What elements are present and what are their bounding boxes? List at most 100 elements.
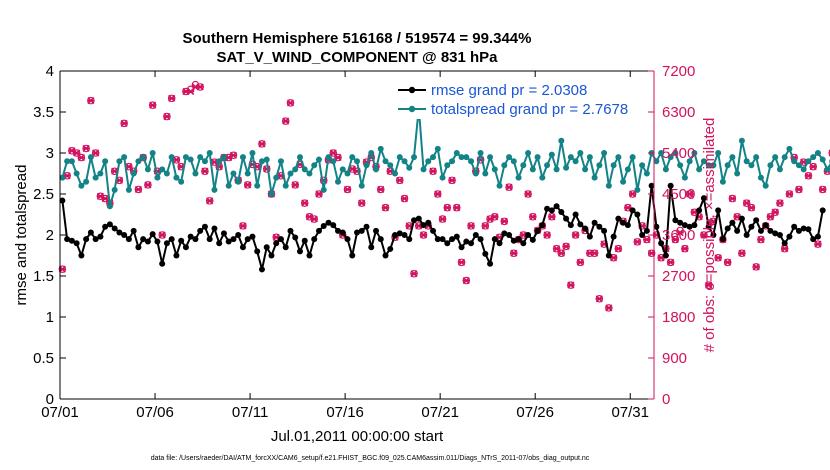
- assimilated-marker: [686, 190, 694, 198]
- assimilated-marker: [776, 199, 784, 207]
- assimilated-marker: [410, 270, 418, 278]
- assimilated-marker: [771, 208, 779, 216]
- assimilated-marker: [500, 217, 508, 225]
- rmse-point: [734, 227, 741, 234]
- assimilated-marker: [201, 167, 209, 175]
- rmse-point: [168, 236, 175, 243]
- totalspread-point: [738, 137, 745, 144]
- totalspread-point: [510, 158, 517, 165]
- assimilated-marker: [491, 213, 499, 221]
- data-marks: [58, 80, 830, 312]
- totalspread-point: [396, 154, 403, 161]
- totalspread-point: [225, 182, 232, 189]
- rmse-point: [586, 233, 593, 240]
- assimilated-marker: [343, 185, 352, 194]
- legend-spread-marker: [408, 105, 416, 113]
- y2-tick-label: 0: [662, 391, 670, 408]
- totalspread-point: [230, 170, 237, 177]
- totalspread-point: [197, 154, 204, 161]
- totalspread-point: [411, 154, 418, 161]
- rmse-point: [819, 207, 826, 214]
- totalspread-point: [719, 178, 726, 185]
- totalspread-point: [605, 182, 612, 189]
- rmse-point: [724, 225, 731, 232]
- data-file-footer: data file: /Users/raeder/DAI/ATM_forcXX/…: [151, 455, 590, 462]
- assimilated-marker: [438, 215, 447, 223]
- totalspread-point: [805, 158, 812, 165]
- assimilated-marker: [291, 181, 299, 189]
- rmse-point: [373, 227, 380, 234]
- totalspread-point: [453, 150, 460, 156]
- totalspread-point: [406, 164, 413, 171]
- rmse-point: [235, 232, 242, 238]
- assimilated-marker: [757, 235, 765, 244]
- totalspread-point: [715, 150, 722, 156]
- assimilated-marker: [524, 190, 532, 198]
- totalspread-point: [810, 154, 817, 161]
- totalspread-point: [477, 150, 484, 156]
- totalspread-point: [667, 154, 674, 161]
- rmse-point: [591, 219, 598, 226]
- assimilated-marker: [576, 258, 584, 266]
- rmse-point: [772, 230, 779, 237]
- totalspread-point: [102, 158, 109, 165]
- rmse-point: [406, 236, 413, 243]
- assimilated-marker: [785, 190, 794, 198]
- x-tick-label: 07/21: [421, 404, 459, 421]
- y2-tick-label: 5400: [662, 145, 695, 162]
- y-tick-label: 2: [46, 227, 54, 244]
- y-tick-label: 2.5: [33, 186, 54, 203]
- assimilated-marker: [229, 151, 238, 159]
- rmse-point: [677, 219, 684, 226]
- totalspread-point: [144, 166, 151, 173]
- rmse-point: [762, 222, 769, 229]
- rmse-point: [639, 232, 646, 238]
- rmse-point: [135, 244, 142, 251]
- rmse-point: [795, 227, 802, 234]
- assimilated-marker: [605, 304, 613, 312]
- totalspread-point: [187, 156, 194, 163]
- assimilated-marker: [120, 119, 128, 127]
- rmse-point: [392, 232, 399, 238]
- rmse-point: [743, 232, 750, 238]
- totalspread-point: [344, 170, 351, 177]
- assimilated-marker: [724, 258, 732, 266]
- rmse-point: [572, 211, 579, 218]
- totalspread-point: [487, 154, 494, 161]
- rmse-point: [244, 236, 251, 243]
- assimilated-marker: [804, 172, 813, 180]
- rmse-point: [791, 223, 798, 230]
- rmse-point: [144, 238, 151, 245]
- rmse-point: [453, 233, 460, 240]
- totalspread-point: [249, 150, 256, 156]
- assimilated-marker: [310, 215, 318, 223]
- assimilated-marker: [457, 258, 466, 266]
- rmse-point: [287, 227, 294, 234]
- totalspread-point: [349, 154, 356, 161]
- totalspread-point: [149, 150, 156, 156]
- assimilated-marker: [77, 153, 85, 162]
- rmse-point: [577, 221, 584, 228]
- rmse-point: [686, 223, 693, 230]
- y2-tick-label: 2700: [662, 268, 695, 285]
- rmse-point: [140, 236, 147, 243]
- rmse-point: [116, 229, 123, 236]
- totalspread-point: [311, 162, 318, 169]
- totalspread-point: [610, 162, 617, 169]
- assimilated-marker: [676, 229, 684, 237]
- assimilated-marker: [543, 231, 551, 239]
- totalspread-point: [292, 166, 299, 173]
- rmse-point: [301, 237, 308, 244]
- rmse-point: [738, 215, 745, 222]
- rmse-point: [334, 227, 341, 234]
- assimilated-marker: [82, 144, 90, 153]
- rmse-point: [719, 236, 726, 243]
- rmse-point: [444, 240, 451, 247]
- rmse-point: [534, 227, 541, 234]
- rmse-point: [296, 248, 303, 255]
- totalspread-point: [658, 150, 665, 156]
- assimilated-marker: [781, 245, 789, 253]
- totalspread-point: [525, 150, 532, 156]
- totalspread-point: [767, 162, 774, 169]
- rmse-point: [662, 252, 669, 259]
